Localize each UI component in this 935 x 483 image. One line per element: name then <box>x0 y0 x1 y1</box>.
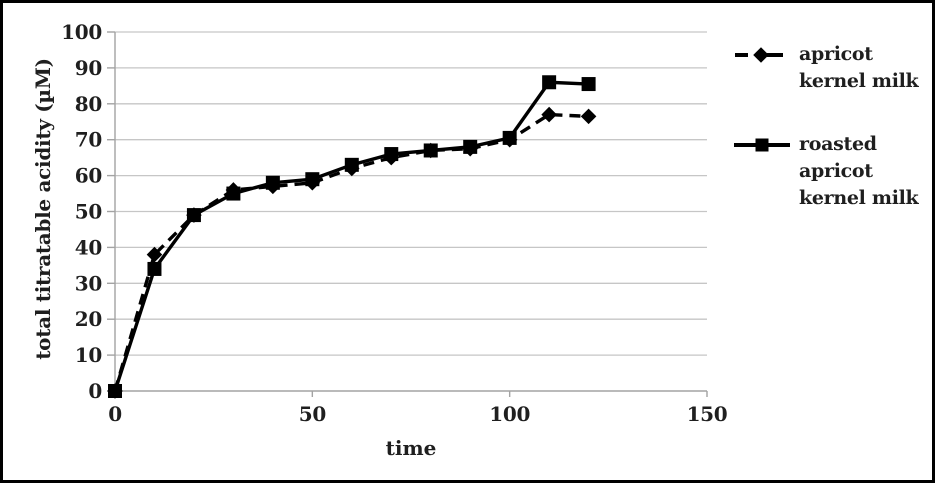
y-tick-label-80: 80 <box>75 92 102 116</box>
y-tick-label-10: 10 <box>75 343 102 367</box>
y-tick-label-100: 100 <box>61 20 102 44</box>
marker-square-roasted-apricot-kernel-milk-x120 <box>581 77 596 92</box>
y-tick-label-70: 70 <box>75 128 102 152</box>
x-tick-label-150: 150 <box>687 402 728 426</box>
marker-square-roasted-apricot-kernel-milk-x70 <box>384 147 399 162</box>
legend-item-apricot-kernel-milk: apricot kernel milk <box>734 41 932 95</box>
legend-diamond-marker <box>753 47 769 63</box>
marker-diamond-apricot-kernel-milk-x120 <box>580 108 597 125</box>
marker-square-roasted-apricot-kernel-milk-x90 <box>463 139 478 154</box>
x-tick-label-100: 100 <box>489 402 530 426</box>
x-tick-label-0: 0 <box>108 402 122 426</box>
legend: apricot kernel milk roasted apricot kern… <box>734 41 932 212</box>
marker-square-roasted-apricot-kernel-milk-x10 <box>147 261 162 276</box>
marker-square-roasted-apricot-kernel-milk-x100 <box>502 130 517 145</box>
y-tick-label-60: 60 <box>75 164 102 188</box>
marker-square-roasted-apricot-kernel-milk-x20 <box>186 208 201 223</box>
y-tick-label-90: 90 <box>75 56 102 80</box>
y-axis-title: total titratable acidity (µM) <box>31 58 55 360</box>
chart-plot: 0 10 20 30 40 50 60 70 80 90 100 0 50 100 150 <box>61 20 728 426</box>
series-line-apricot-kernel-milk <box>113 112 589 392</box>
y-tick-label-20: 20 <box>75 307 102 331</box>
y-tick-label-40: 40 <box>75 235 102 259</box>
y-tick-label-30: 30 <box>75 271 102 295</box>
marker-square-roasted-apricot-kernel-milk-x110 <box>542 75 557 90</box>
marker-square-roasted-apricot-kernel-milk-x0 <box>108 384 122 398</box>
legend-label: apricot kernel milk <box>799 43 919 92</box>
y-tick-label-50: 50 <box>75 200 102 224</box>
x-axis-title: time <box>385 436 437 460</box>
y-tick-label-0: 0 <box>88 379 102 403</box>
dashed-line-diamond-marker-icon <box>735 47 783 63</box>
series-line-roasted-apricot-kernel-milk <box>113 80 589 392</box>
x-tick-label-50: 50 <box>299 402 326 426</box>
legend-square-marker <box>755 138 769 152</box>
legend-label: roasted apricot kernel milk <box>799 133 919 209</box>
marker-square-roasted-apricot-kernel-milk-x60 <box>344 157 359 172</box>
marker-square-roasted-apricot-kernel-milk-x40 <box>265 175 280 190</box>
legend-item-roasted-apricot-kernel-milk: roasted apricot kernel milk <box>734 131 932 212</box>
solid-line-square-marker-icon <box>734 138 790 152</box>
marker-square-roasted-apricot-kernel-milk-x50 <box>305 172 320 187</box>
marker-diamond-apricot-kernel-milk-x10 <box>146 246 163 263</box>
marker-square-roasted-apricot-kernel-milk-x80 <box>423 143 438 158</box>
marker-square-roasted-apricot-kernel-milk-x30 <box>226 186 241 201</box>
